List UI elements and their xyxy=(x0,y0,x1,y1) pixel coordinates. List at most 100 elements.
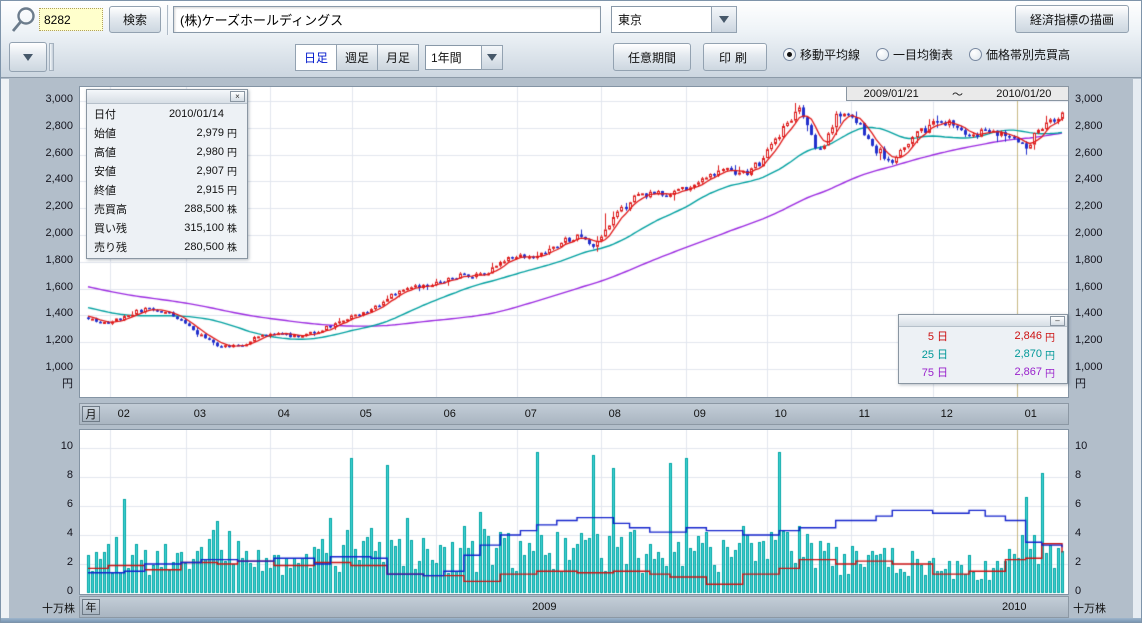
info-row-label: 終値 xyxy=(94,182,140,198)
info-row-label: 買い残 xyxy=(94,220,140,236)
volume-tick-label: 6 xyxy=(67,498,73,510)
legend-row-label: 5 日 xyxy=(908,328,948,344)
tab-daily[interactable]: 日足 xyxy=(295,44,337,71)
tab-weekly[interactable]: 週足 xyxy=(336,44,378,71)
price-tick-label: 2,800 xyxy=(45,120,73,132)
info-window-titlebar[interactable]: × xyxy=(87,90,247,104)
month-label: 08 xyxy=(609,408,621,420)
price-tick-label: 1,200 xyxy=(1075,334,1103,346)
custom-period-button[interactable]: 任意期間 xyxy=(613,43,691,71)
month-label: 09 xyxy=(694,408,706,420)
date-from: 2009/01/21 xyxy=(864,88,919,100)
volume-tick-label: 8 xyxy=(67,469,73,481)
toolbar-grip xyxy=(49,43,54,71)
exchange-value: 東京 xyxy=(611,6,711,33)
radio-label: 一目均衡表 xyxy=(893,46,953,63)
volume-tick-label: 0 xyxy=(67,585,73,597)
info-row: 売買高288,500株 xyxy=(87,199,247,218)
volume-axis-left: 1086420 xyxy=(9,429,79,609)
month-label: 07 xyxy=(525,408,537,420)
year-axis-label: 年 xyxy=(82,599,100,615)
volume-tick-label: 8 xyxy=(1075,469,1081,481)
economic-indicator-button[interactable]: 経済指標の描画 xyxy=(1015,5,1129,33)
info-row-label: 日付 xyxy=(94,106,140,122)
legend-row-unit: 円 xyxy=(1042,347,1058,362)
price-tick-label: 3,000 xyxy=(45,93,73,105)
month-label: 10 xyxy=(775,408,787,420)
info-row-value: 280,500 xyxy=(140,241,224,253)
stock-code-input[interactable] xyxy=(39,8,103,31)
chart-menu-dropdown-button[interactable] xyxy=(9,42,47,72)
month-label: 03 xyxy=(194,408,206,420)
tab-monthly[interactable]: 月足 xyxy=(377,44,419,71)
volume-tick-label: 6 xyxy=(1075,498,1081,510)
price-tick-label: 2,000 xyxy=(1075,227,1103,239)
radio-ichimoku[interactable]: 一目均衡表 xyxy=(876,46,953,63)
price-tick-label: 1,000 xyxy=(1075,361,1103,373)
radio-label: 移動平均線 xyxy=(800,46,860,63)
price-tick-label: 1,800 xyxy=(1075,254,1103,266)
legend-row: 25 日2,870円 xyxy=(899,345,1067,363)
month-label: 04 xyxy=(278,408,290,420)
info-row-unit: 円 xyxy=(224,163,240,178)
volume-tick-label: 10 xyxy=(1075,440,1087,452)
info-row: 高値2,980円 xyxy=(87,142,247,161)
price-tick-label: 2,600 xyxy=(1075,147,1103,159)
date-tilde: ～ xyxy=(952,86,963,102)
info-row-label: 安値 xyxy=(94,163,140,179)
price-tick-label: 1,600 xyxy=(45,281,73,293)
price-unit-label: 円 xyxy=(62,375,73,391)
info-row: 終値2,915円 xyxy=(87,180,247,199)
legend-row-value: 2,867 xyxy=(948,366,1042,378)
print-button[interactable]: 印刷 xyxy=(703,43,767,71)
radio-moving-average[interactable]: 移動平均線 xyxy=(783,46,860,63)
price-tick-label: 1,000 xyxy=(45,361,73,373)
legend-rows: 5 日2,846円25 日2,870円75 日2,867円 xyxy=(899,327,1067,381)
info-row-unit: 株 xyxy=(224,201,240,216)
month-axis-label: 月 xyxy=(82,406,100,422)
price-tick-label: 3,000 xyxy=(1075,93,1103,105)
volume-tick-label: 4 xyxy=(1075,527,1081,539)
year-axis: 年 2009 2010 xyxy=(79,596,1069,618)
volume-tick-label: 0 xyxy=(1075,585,1081,597)
info-row-label: 高値 xyxy=(94,144,140,160)
quote-info-window[interactable]: × 日付2010/01/14始値2,979円高値2,980円安値2,907円終値… xyxy=(86,89,248,259)
volume-unit-right: 十万株 xyxy=(1073,600,1106,616)
exchange-dropdown-button[interactable] xyxy=(711,6,737,33)
radio-volume-by-price[interactable]: 価格帯別売買高 xyxy=(969,46,1070,63)
info-row-unit: 株 xyxy=(224,220,240,235)
range-select[interactable]: 1年間 xyxy=(425,45,503,70)
volume-chart-canvas[interactable] xyxy=(80,430,1068,594)
price-tick-label: 1,600 xyxy=(1075,281,1103,293)
radio-icon xyxy=(969,48,982,61)
date-range-label: 2009/01/21 ～ 2010/01/20 xyxy=(846,86,1069,101)
info-row-value: 2,907 xyxy=(140,165,224,177)
info-row: 日付2010/01/14 xyxy=(87,104,247,123)
chevron-down-icon xyxy=(23,54,33,61)
range-dropdown-button[interactable] xyxy=(481,45,503,70)
legend-row: 75 日2,867円 xyxy=(899,363,1067,381)
info-row-unit: 株 xyxy=(224,239,240,254)
minimize-icon[interactable]: – xyxy=(1050,316,1065,326)
info-row: 始値2,979円 xyxy=(87,123,247,142)
legend-titlebar[interactable]: – xyxy=(899,315,1067,327)
volume-plot[interactable] xyxy=(79,429,1069,595)
price-tick-label: 1,200 xyxy=(45,334,73,346)
price-tick-label: 2,400 xyxy=(1075,173,1103,185)
price-tick-label: 2,400 xyxy=(45,173,73,185)
exchange-select[interactable]: 東京 xyxy=(611,6,737,33)
price-tick-label: 2,000 xyxy=(45,227,73,239)
search-button[interactable]: 検索 xyxy=(109,6,161,33)
volume-unit-left: 十万株 xyxy=(9,600,75,616)
company-name-field[interactable] xyxy=(173,6,601,33)
info-row: 買い残315,100株 xyxy=(87,218,247,237)
moving-average-legend-window[interactable]: – 5 日2,846円25 日2,870円75 日2,867円 xyxy=(898,314,1068,384)
radio-label: 価格帯別売買高 xyxy=(986,46,1070,63)
info-row-value: 2,979 xyxy=(140,127,224,139)
legend-row-unit: 円 xyxy=(1042,365,1058,380)
volume-tick-label: 2 xyxy=(67,556,73,568)
month-label: 11 xyxy=(859,408,870,420)
month-axis: 月 020304050607080910111201 xyxy=(79,403,1069,425)
close-icon[interactable]: × xyxy=(230,91,245,102)
chevron-down-icon xyxy=(719,16,729,23)
